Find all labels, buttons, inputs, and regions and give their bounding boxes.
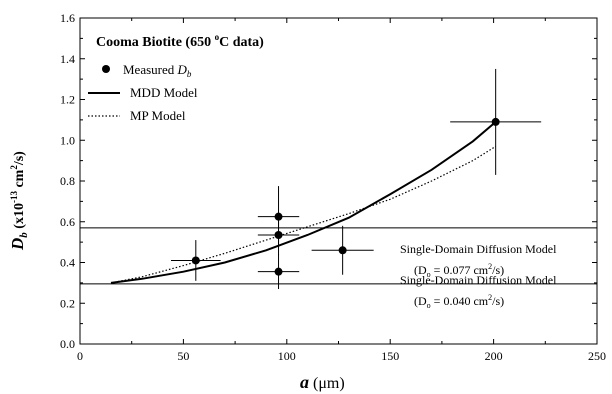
annotation-sdd-1-title: Single-Domain Diffusion Model <box>400 242 557 256</box>
y-tick-label-1: 0.2 <box>60 296 75 310</box>
annotation-sdd-2-value: (Do = 0.040 cm2/s) <box>414 293 504 310</box>
single-domain-lines <box>80 227 597 285</box>
y-tick-label-2: 0.4 <box>60 256 75 270</box>
measured-points <box>170 68 542 289</box>
axis-ticks: 0 50 100 150 200 250 0.0 0.2 0.4 0.6 0.8 1.0 1.2 1.4 1… <box>60 11 606 363</box>
y-tick-label-8: 1.6 <box>60 11 75 25</box>
y-axis-label: Db (x10-13 cm2/s) <box>8 151 30 251</box>
annotation-sdd-2-title: Single-Domain Diffusion Model <box>400 273 557 287</box>
y-tick-label-5: 1.0 <box>60 133 75 147</box>
y-tick-label-0: 0.0 <box>60 337 75 351</box>
x-tick-label-2: 100 <box>278 349 296 363</box>
data-point-3 <box>274 267 283 276</box>
legend-label-measured: Measured Db <box>123 62 192 79</box>
x-tick-label-1: 50 <box>177 349 189 363</box>
single-domain-annotations: Single-Domain Diffusion Model (Do = 0.07… <box>400 242 557 310</box>
data-point-2 <box>274 230 283 239</box>
y-tick-label-3: 0.6 <box>60 215 75 229</box>
x-tick-label-4: 200 <box>485 349 503 363</box>
model-curves <box>110 121 497 284</box>
data-point-5 <box>491 117 500 126</box>
y-tick-label-6: 1.2 <box>60 93 75 107</box>
y-tick-label-4: 0.8 <box>60 174 75 188</box>
x-tick-label-0: 0 <box>77 349 83 363</box>
data-point-0 <box>191 256 200 265</box>
annotation-sdd-1-value: (Do = 0.077 cm2/s) <box>414 262 504 279</box>
x-axis-label: a (μm) <box>300 372 345 392</box>
x-tick-label-5: 250 <box>588 349 606 363</box>
legend: Measured Db MDD Model MP Model <box>88 62 198 123</box>
legend-label-mdd: MDD Model <box>130 85 198 100</box>
data-point-4 <box>338 246 347 255</box>
x-tick-label-3: 150 <box>381 349 399 363</box>
y-tick-label-7: 1.4 <box>60 52 75 66</box>
legend-label-mp: MP Model <box>130 108 186 123</box>
mp-model-line <box>110 145 497 284</box>
mdd-model-line <box>110 121 497 284</box>
chart-title: Cooma Biotite (650 oC data) <box>96 32 264 50</box>
legend-marker-measured <box>102 65 110 73</box>
